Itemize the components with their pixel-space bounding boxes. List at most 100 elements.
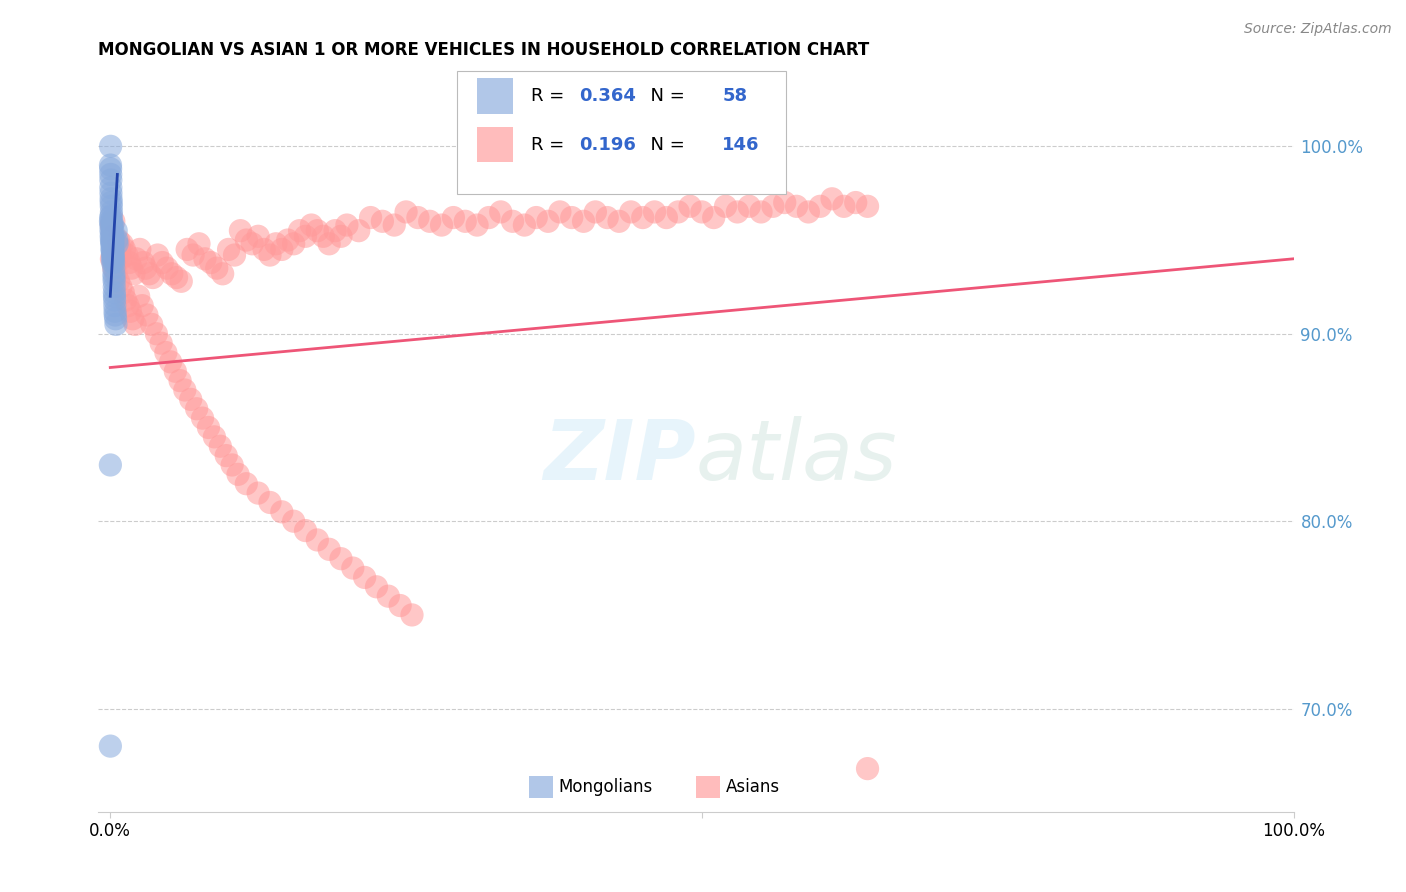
Point [240,236,263,251]
Point [150,336,173,351]
Point [103,255,125,269]
FancyBboxPatch shape [457,71,786,194]
Point [104,318,127,332]
Point [105,236,128,251]
Point [347,224,370,238]
Point [186,401,208,416]
Point [318,542,340,557]
Point [104,311,127,326]
Point [856,762,879,776]
Point [105,224,128,238]
Point [100,218,122,232]
Point [856,199,879,213]
Point [215,449,238,463]
Point [247,229,270,244]
Text: 0.364: 0.364 [579,87,636,104]
Point [395,205,418,219]
Point [548,205,571,219]
Point [101,252,124,266]
FancyBboxPatch shape [477,127,513,162]
Point [382,218,405,232]
Point [270,243,292,257]
Point [738,199,761,213]
Text: Mongolians: Mongolians [558,779,652,797]
Point [318,236,340,251]
Point [104,299,127,313]
Point [209,439,232,453]
Point [489,205,512,219]
Point [103,243,125,257]
Point [100,211,122,225]
Text: 146: 146 [723,136,759,153]
Point [218,243,240,257]
Point [631,211,654,225]
Point [211,267,233,281]
Point [122,267,145,281]
Point [607,214,630,228]
Point [103,274,125,288]
Point [101,246,124,260]
Point [513,218,536,232]
Point [141,318,163,332]
Point [181,248,204,262]
Point [108,241,131,255]
Point [104,293,127,307]
Text: atlas: atlas [696,416,897,497]
Point [312,229,335,244]
Point [118,255,141,269]
Point [762,199,785,213]
Point [307,224,329,238]
Point [100,186,122,201]
Point [110,280,132,294]
Text: 0.196: 0.196 [579,136,636,153]
Text: MONGOLIAN VS ASIAN 1 OR MORE VEHICLES IN HOUSEHOLD CORRELATION CHART: MONGOLIAN VS ASIAN 1 OR MORE VEHICLES IN… [98,41,870,59]
Point [156,261,179,276]
Point [100,214,122,228]
Point [98,458,122,472]
Point [138,267,160,281]
Point [100,161,122,176]
Point [100,252,122,266]
Point [666,205,689,219]
Point [389,599,412,613]
Point [100,168,122,182]
Point [105,233,128,247]
Point [259,495,281,509]
Point [330,551,353,566]
Point [235,233,257,247]
Point [288,224,311,238]
Point [655,211,678,225]
Point [103,236,125,251]
Point [283,236,305,251]
Point [107,233,129,247]
Text: R =: R = [531,87,569,104]
Point [205,261,228,276]
Point [406,211,429,225]
Point [180,392,202,407]
Point [101,233,124,247]
Point [104,243,127,257]
Point [120,304,142,318]
Point [401,607,423,622]
Point [160,267,183,281]
Point [176,243,198,257]
Point [117,299,139,313]
Point [128,289,150,303]
Point [105,255,128,269]
Point [690,205,713,219]
Point [596,211,619,225]
Point [101,236,124,251]
Point [111,236,134,251]
Point [821,192,844,206]
Point [371,214,394,228]
Point [277,233,299,247]
Point [100,233,122,247]
Point [377,589,399,603]
Point [235,476,257,491]
Point [100,205,122,219]
Point [259,248,281,262]
Text: Source: ZipAtlas.com: Source: ZipAtlas.com [1244,22,1392,37]
Point [121,311,143,326]
Point [103,261,125,276]
Point [124,318,146,332]
